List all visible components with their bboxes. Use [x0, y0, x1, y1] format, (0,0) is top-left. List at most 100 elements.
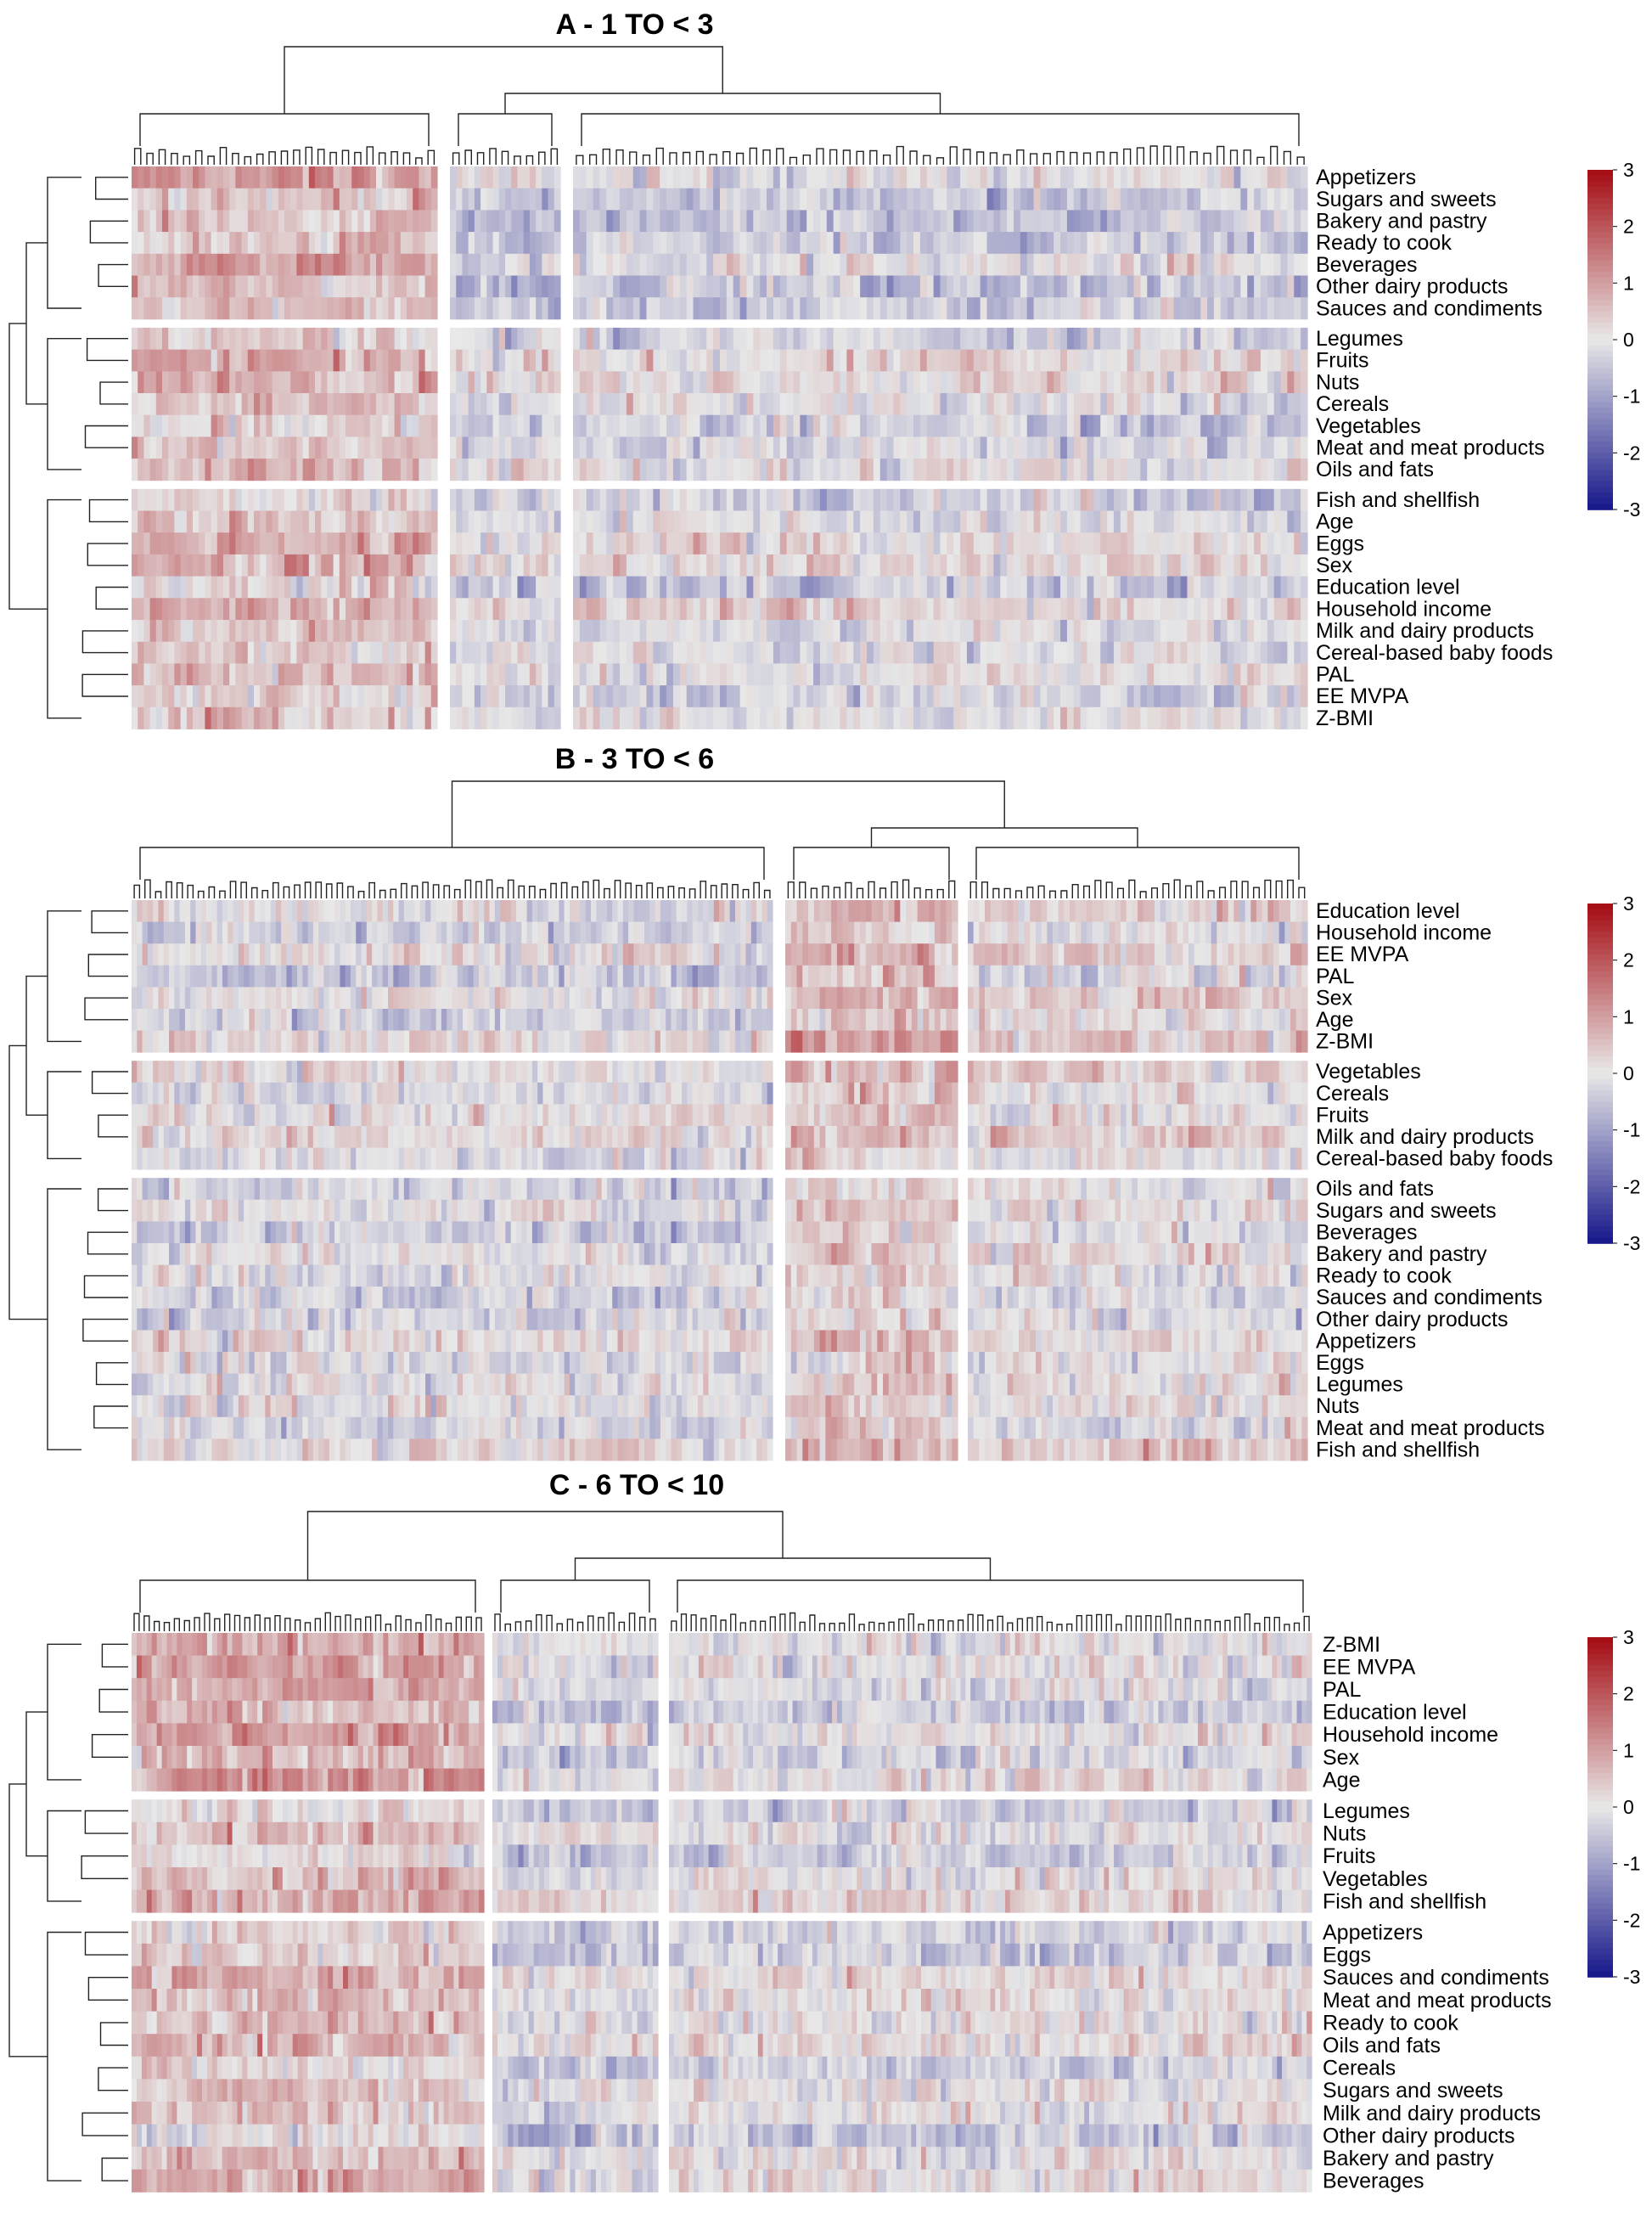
heatmap-cell — [874, 189, 880, 211]
heatmap-cell — [193, 415, 199, 437]
heatmap-cell — [920, 685, 927, 707]
heatmap-cell — [853, 210, 860, 232]
heatmap-cell — [947, 393, 953, 415]
heatmap-cell — [974, 554, 981, 577]
heatmap-cell — [554, 532, 561, 554]
heatmap-cell — [900, 489, 907, 511]
heatmap-cell — [993, 166, 1000, 189]
heatmap-cell — [580, 350, 587, 372]
heatmap-cell — [278, 350, 285, 372]
heatmap-cell — [887, 232, 894, 254]
heatmap-cell — [820, 371, 827, 393]
heatmap-cell — [666, 532, 673, 554]
heatmap-cell — [441, 922, 447, 944]
heatmap-cell — [1287, 436, 1294, 459]
heatmap-cell — [351, 577, 358, 599]
heatmap-cell — [388, 900, 394, 922]
heatmap-cell — [806, 642, 813, 664]
heatmap-cell — [1207, 489, 1214, 511]
heatmap-cell — [1027, 254, 1034, 276]
heatmap-cell — [1067, 554, 1074, 577]
heatmap-cell — [1020, 554, 1027, 577]
heatmap-cell — [1187, 393, 1194, 415]
heatmap-cell — [1301, 297, 1307, 319]
heatmap-cell — [900, 371, 907, 393]
heatmap-cell — [666, 166, 673, 189]
heatmap-cell — [548, 900, 554, 922]
heatmap-cell — [746, 393, 753, 415]
heatmap-cell — [1054, 554, 1060, 577]
heatmap-cell — [413, 663, 419, 685]
heatmap-cell — [920, 642, 927, 664]
heatmap-cell — [273, 554, 279, 577]
heatmap-cell — [1060, 663, 1067, 685]
heatmap-cell — [987, 189, 994, 211]
heatmap-cell — [388, 598, 395, 620]
heatmap-cell — [1081, 210, 1087, 232]
heatmap-cell — [475, 189, 481, 211]
heatmap-cell — [132, 922, 138, 944]
heatmap-cell — [834, 642, 840, 664]
heatmap-cell — [1115, 922, 1121, 944]
heatmap-cell — [1040, 276, 1047, 298]
heatmap-cell — [1036, 900, 1042, 922]
heatmap-cell — [587, 276, 593, 298]
heatmap-cell — [806, 620, 813, 642]
heatmap-cell — [1140, 232, 1147, 254]
heatmap-cell — [1194, 685, 1200, 707]
heatmap-cell — [720, 532, 727, 554]
heatmap-cell — [150, 210, 157, 232]
heatmap-cell — [735, 922, 741, 944]
heatmap-cell — [162, 489, 169, 511]
heatmap-cell — [199, 393, 205, 415]
heatmap-cell — [1154, 707, 1160, 729]
heatmap-cell — [733, 350, 740, 372]
heatmap-cell — [700, 642, 706, 664]
heatmap-cell — [530, 350, 537, 372]
heatmap-cell — [364, 436, 371, 459]
heatmap-cell — [687, 489, 694, 511]
heatmap-cell — [794, 436, 801, 459]
heatmap-cell — [628, 922, 634, 944]
heatmap-cell — [162, 254, 169, 276]
heatmap-cell — [760, 276, 767, 298]
heatmap-cell — [399, 922, 405, 944]
heatmap-cell — [666, 511, 673, 533]
heatmap-cell — [190, 922, 196, 944]
heatmap-cell — [143, 436, 150, 459]
heatmap-cell — [266, 642, 273, 664]
heatmap-cell — [893, 297, 900, 319]
heatmap-cell — [1228, 276, 1234, 298]
heatmap-cell — [613, 620, 620, 642]
heatmap-cell — [794, 166, 801, 189]
heatmap-cell — [260, 900, 266, 922]
heatmap-cell — [1034, 166, 1041, 189]
heatmap-cell — [698, 900, 704, 922]
heatmap-cell — [278, 436, 285, 459]
heatmap-cell — [827, 371, 834, 393]
heatmap-cell — [880, 532, 887, 554]
heatmap-cell — [1081, 554, 1087, 577]
heatmap-cell — [880, 276, 887, 298]
heatmap-cell — [1014, 189, 1020, 211]
heatmap-cell — [633, 511, 640, 533]
heatmap-cell — [309, 598, 316, 620]
heatmap-cell — [1254, 297, 1261, 319]
heatmap-cell — [813, 511, 820, 533]
heatmap-cell — [266, 554, 273, 577]
heatmap-cell — [1014, 393, 1020, 415]
heatmap-cell — [687, 459, 694, 481]
heatmap-cell — [981, 511, 987, 533]
heatmap-cell — [1000, 685, 1007, 707]
heatmap-cell — [168, 511, 175, 533]
heatmap-cell — [1247, 254, 1254, 276]
heatmap-cell — [1121, 922, 1127, 944]
heatmap-cell — [987, 511, 994, 533]
heatmap-cell — [351, 554, 358, 577]
heatmap-cell — [273, 598, 279, 620]
heatmap-cell — [773, 554, 780, 577]
heatmap-cell — [827, 328, 834, 350]
heatmap-cell — [211, 189, 218, 211]
heatmap-cell — [340, 436, 346, 459]
heatmap-cell — [462, 189, 469, 211]
